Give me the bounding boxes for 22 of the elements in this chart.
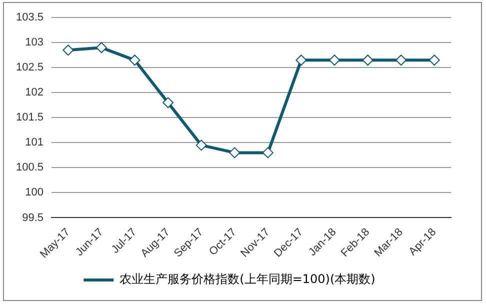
y-tick-label: 99.5 bbox=[22, 212, 44, 224]
y-tick-label: 101.5 bbox=[16, 112, 44, 124]
y-tick-label: 103 bbox=[25, 36, 44, 49]
y-tick-label: 100.5 bbox=[16, 162, 44, 174]
y-tick-label: 102.5 bbox=[16, 62, 44, 74]
y-tick-label: 103.5 bbox=[16, 12, 44, 24]
point bbox=[129, 54, 140, 66]
point bbox=[396, 54, 407, 66]
y-tick-label: 102 bbox=[25, 86, 44, 99]
point bbox=[262, 147, 274, 158]
point bbox=[62, 44, 74, 56]
point bbox=[428, 54, 440, 66]
point bbox=[96, 42, 107, 54]
y-tick-label: 100 bbox=[25, 186, 44, 199]
point bbox=[196, 140, 207, 151]
point bbox=[362, 54, 374, 66]
point bbox=[328, 54, 340, 66]
legend-label: 农业生产服务价格指数(上年同期=100)(本期数) bbox=[120, 272, 376, 286]
y-tick-label: 101 bbox=[25, 136, 44, 149]
point bbox=[229, 147, 240, 158]
point bbox=[162, 97, 174, 108]
point bbox=[296, 54, 307, 66]
